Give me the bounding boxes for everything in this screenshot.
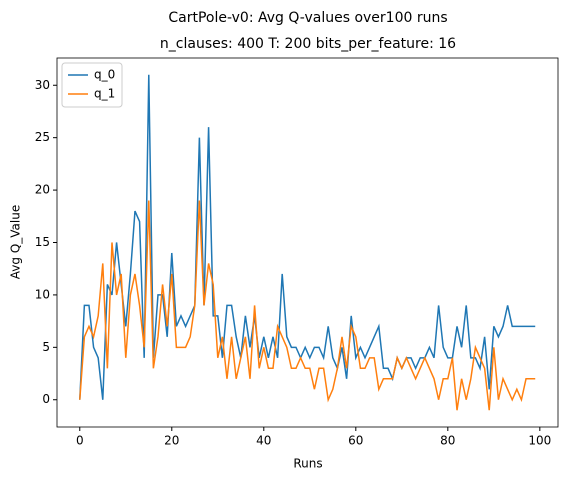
y-tick-label: 30	[35, 78, 50, 92]
line-series	[79, 200, 536, 411]
x-tick-label: 80	[440, 434, 455, 448]
y-axis-label: Avg Q_Value	[9, 205, 23, 279]
x-tick-label: 40	[256, 434, 271, 448]
x-axis-label: Runs	[293, 457, 322, 471]
x-tick-label: 0	[76, 434, 84, 448]
x-tick-label: 20	[164, 434, 179, 448]
chart-subtitle: n_clauses: 400 T: 200 bits_per_feature: …	[160, 36, 456, 52]
y-tick-label: 25	[35, 130, 50, 144]
line-series	[79, 74, 536, 400]
legend-label: q_0	[94, 68, 115, 82]
chart-title: CartPole-v0: Avg Q-values over100 runs	[168, 10, 447, 26]
y-tick-label: 5	[42, 340, 50, 354]
y-tick-label: 10	[35, 287, 50, 301]
y-tick-label: 15	[35, 235, 50, 249]
y-tick-label: 20	[35, 183, 50, 197]
legend-label: q_1	[94, 87, 115, 101]
plot-frame	[56, 57, 559, 428]
y-tick-label: 0	[42, 392, 50, 406]
x-tick-label: 60	[348, 434, 363, 448]
x-tick-label: 100	[528, 434, 551, 448]
legend-box	[61, 62, 123, 108]
